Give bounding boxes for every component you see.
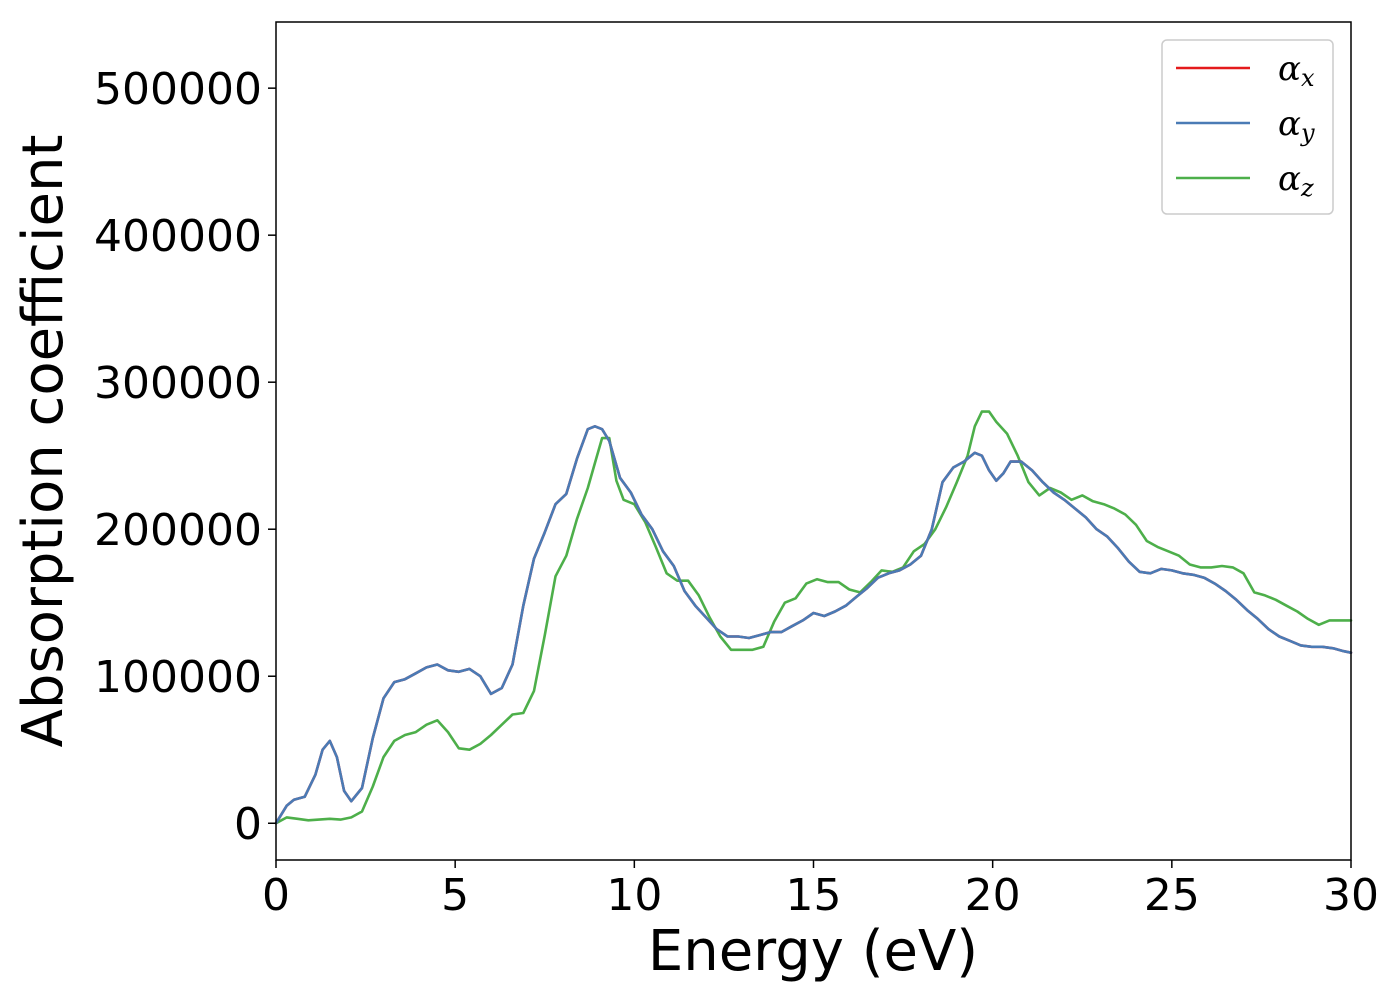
y-tick-label: 200000 [94,505,262,556]
y-tick-label: 400000 [94,211,262,262]
x-tick-label: 20 [965,870,1021,921]
legend-label-z: αz [1278,159,1314,202]
y-tick-label: 100000 [94,652,262,703]
legend-box [1161,39,1334,215]
y-tick-label: 300000 [94,358,262,409]
series-line-y [274,424,1353,825]
x-tick-label: 5 [441,870,469,921]
legend-label-x: αx [1278,49,1315,92]
x-tick-label: 25 [1144,870,1200,921]
legend-label-y: αy [1278,104,1315,147]
y-axis-label: Absorption coefficient [11,135,76,748]
x-axis-label: Energy (eV) [648,919,978,984]
legend: αx αy αz [1161,39,1334,215]
y-tick-label: 500000 [94,64,262,115]
y-axis: 0 100000 200000 300000 400000 500000 [94,64,276,850]
x-tick-label: 0 [262,870,290,921]
x-axis: 0 5 10 15 20 25 30 [262,860,1379,921]
x-tick-label: 10 [606,870,662,921]
plot-area [274,410,1353,825]
series-line-z [274,410,1353,825]
y-tick-label: 0 [234,799,262,850]
x-tick-label: 30 [1323,870,1379,921]
x-tick-label: 15 [786,870,842,921]
